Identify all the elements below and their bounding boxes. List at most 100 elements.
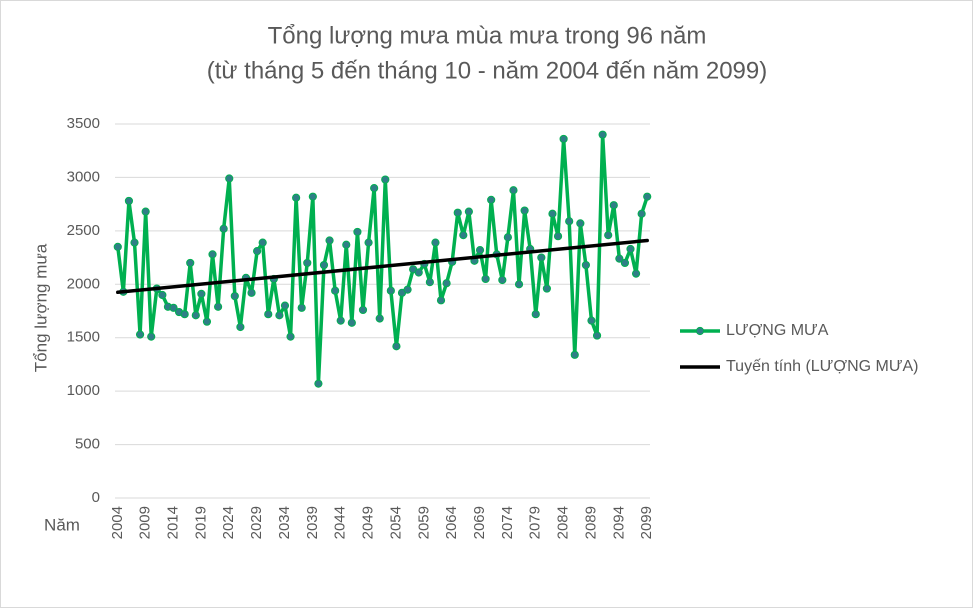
- x-tick-label: 2039: [304, 506, 321, 539]
- series-line: [116, 132, 649, 386]
- x-tick-label: 2054: [387, 506, 404, 539]
- x-tick-label: 2064: [443, 506, 460, 539]
- data-point: [403, 285, 412, 294]
- data-point: [253, 247, 262, 256]
- data-point: [158, 290, 167, 300]
- data-point: [626, 244, 635, 254]
- data-point: [514, 280, 524, 289]
- data-point: [286, 332, 295, 341]
- data-point: [202, 317, 212, 326]
- data-point: [615, 254, 624, 263]
- data-point: [392, 342, 401, 351]
- data-point: [565, 217, 574, 226]
- data-point: [230, 291, 239, 301]
- data-point: [247, 288, 256, 297]
- data-point: [197, 289, 206, 299]
- legend-label: Tuyến tính (LƯỢNG MƯA): [726, 358, 919, 375]
- data-point: [370, 184, 379, 193]
- x-tick-label: 2004: [109, 506, 126, 539]
- data-point: [436, 296, 446, 305]
- data-point: [347, 318, 356, 327]
- data-point: [464, 207, 473, 216]
- data-point: [280, 301, 290, 310]
- data-point: [609, 201, 618, 210]
- data-point: [342, 240, 351, 249]
- legend-label: LƯỢNG MƯA: [726, 322, 829, 339]
- x-tick-label: 2024: [220, 506, 237, 539]
- x-tick-label: 2074: [499, 506, 516, 539]
- x-tick-label: 2049: [360, 506, 377, 539]
- x-tick-label: 2014: [164, 506, 181, 539]
- data-point: [208, 250, 217, 259]
- data-point: [592, 331, 602, 340]
- data-point: [147, 332, 156, 341]
- data-point: [292, 193, 301, 202]
- data-point: [314, 379, 323, 388]
- x-tick-label: 2099: [638, 506, 655, 539]
- data-point: [124, 196, 134, 206]
- data-point: [308, 192, 317, 201]
- x-tick-label: 2029: [248, 506, 265, 539]
- x-tick-label: 2034: [276, 506, 293, 539]
- data-point: [186, 258, 195, 268]
- x-tick-label: 2044: [332, 506, 349, 539]
- data-point: [225, 174, 234, 183]
- y-tick-label: 2000: [67, 275, 100, 292]
- x-tick-label: 2089: [582, 506, 599, 539]
- x-tick-label: 2009: [137, 506, 154, 539]
- x-tick-label: 2019: [192, 506, 209, 539]
- x-tick-label: 2084: [555, 506, 572, 539]
- y-tick-label: 2500: [67, 222, 100, 239]
- y-axis-label: Tổng lượng mưa: [31, 243, 50, 372]
- data-point: [386, 286, 395, 295]
- x-axis-label: Năm: [44, 515, 80, 534]
- data-point: [475, 245, 485, 255]
- data-point: [570, 350, 579, 359]
- y-tick-label: 1500: [67, 329, 100, 346]
- data-point: [576, 219, 585, 228]
- data-point: [381, 175, 390, 184]
- data-point: [135, 330, 145, 339]
- data-point: [509, 186, 518, 195]
- data-point: [487, 195, 496, 204]
- data-point: [275, 311, 284, 320]
- data-point: [637, 209, 646, 218]
- data-point: [169, 303, 178, 312]
- trend-line: [116, 238, 649, 295]
- y-tick-label: 3500: [67, 115, 100, 132]
- data-point: [548, 209, 557, 218]
- data-point: [425, 278, 434, 287]
- x-tick-label: 2069: [471, 506, 488, 539]
- data-point: [113, 242, 122, 251]
- data-point: [531, 310, 540, 319]
- data-point: [264, 310, 273, 319]
- data-point: [453, 208, 462, 217]
- chart-title: Tổng lượng mưa mùa mưa trong 96 năm: [268, 22, 707, 49]
- y-tick-label: 3000: [67, 168, 100, 185]
- data-point: [358, 305, 368, 315]
- data-point: [319, 260, 329, 270]
- data-point: [303, 258, 312, 268]
- data-point: [130, 238, 139, 247]
- data-point: [213, 302, 223, 311]
- data-point: [559, 134, 568, 144]
- data-point: [581, 260, 591, 270]
- data-point: [631, 269, 641, 278]
- y-tick-label: 500: [75, 436, 100, 453]
- data-point: [364, 238, 373, 247]
- data-point: [542, 284, 552, 293]
- y-tick-label: 0: [92, 489, 100, 506]
- data-point: [191, 311, 200, 320]
- data-point: [236, 322, 245, 332]
- data-point: [442, 279, 451, 288]
- data-point: [553, 232, 563, 241]
- data-point: [643, 192, 652, 201]
- x-tick-label: 2059: [415, 506, 432, 539]
- data-point: [498, 275, 507, 285]
- x-tick-label: 2079: [527, 506, 544, 539]
- data-point: [180, 310, 189, 319]
- data-point: [141, 207, 150, 216]
- data-point: [258, 238, 267, 247]
- data-point: [431, 238, 440, 247]
